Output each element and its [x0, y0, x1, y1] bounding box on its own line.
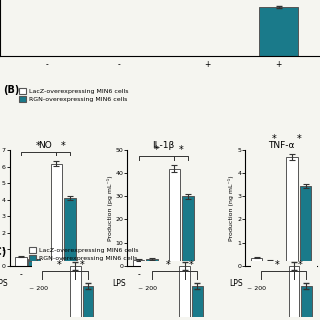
Bar: [83, 286, 93, 317]
Text: LPS: LPS: [0, 279, 7, 288]
Text: ~ 200: ~ 200: [247, 286, 266, 291]
Bar: [300, 186, 311, 266]
Text: *: *: [272, 134, 277, 144]
Bar: [182, 196, 194, 266]
Legend: LacZ-overexpressing MIN6 cells, RGN-overexpressing MIN6 cells: LacZ-overexpressing MIN6 cells, RGN-over…: [29, 247, 138, 261]
Text: *: *: [275, 260, 280, 270]
Text: (C): (C): [0, 247, 7, 257]
Bar: [133, 260, 144, 266]
Bar: [259, 7, 298, 56]
Bar: [192, 286, 203, 317]
Text: *: *: [297, 134, 301, 144]
Bar: [146, 259, 158, 266]
Text: (B): (B): [4, 85, 20, 95]
Bar: [70, 266, 81, 317]
Text: LPS: LPS: [230, 279, 243, 288]
Title: TNF-α: TNF-α: [268, 140, 294, 149]
Y-axis label: Production (ng mL⁻¹): Production (ng mL⁻¹): [228, 175, 235, 241]
Bar: [289, 266, 300, 317]
Bar: [180, 266, 190, 317]
Text: *: *: [57, 260, 61, 270]
Bar: [251, 258, 262, 266]
Text: *: *: [61, 141, 66, 151]
Text: *: *: [154, 145, 159, 155]
Bar: [301, 286, 312, 317]
Text: *: *: [166, 260, 171, 270]
Y-axis label: Production (pg mL⁻¹): Production (pg mL⁻¹): [107, 175, 113, 241]
Text: LPS: LPS: [112, 279, 125, 288]
Text: *: *: [36, 141, 41, 151]
Bar: [28, 259, 40, 266]
Text: ~ 200: ~ 200: [138, 286, 157, 291]
Bar: [15, 257, 27, 266]
Title: NO: NO: [38, 140, 52, 149]
Bar: [169, 169, 180, 266]
Bar: [64, 198, 76, 266]
Bar: [264, 260, 276, 266]
Text: *: *: [79, 260, 84, 270]
Bar: [51, 164, 62, 266]
Text: ~ 200: ~ 200: [29, 286, 48, 291]
Bar: [286, 157, 298, 266]
Legend: LacZ-overexpressing MIN6 cells, RGN-overexpressing MIN6 cells: LacZ-overexpressing MIN6 cells, RGN-over…: [19, 88, 128, 102]
Title: IL-1β: IL-1β: [152, 140, 174, 149]
Text: *: *: [179, 145, 183, 155]
Text: *: *: [298, 260, 303, 270]
Text: *: *: [188, 260, 193, 270]
